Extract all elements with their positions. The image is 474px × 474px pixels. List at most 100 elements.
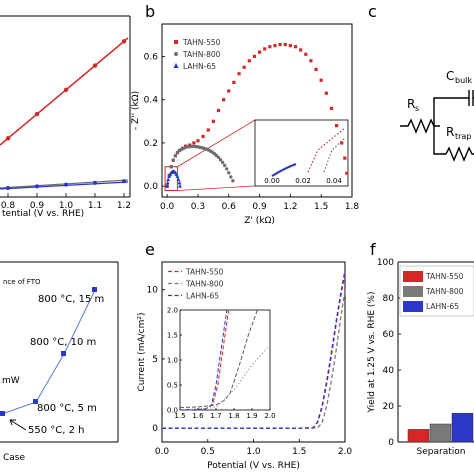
panel-b-legend-marker — [173, 63, 179, 68]
panel-b-xtick-label: 0.3 — [191, 202, 205, 212]
panel-b-inset-red — [307, 127, 346, 173]
panel-a-blue-marker — [93, 180, 97, 185]
panel-f-ytick-label: 40 — [383, 366, 395, 376]
panel-a-red-marker — [5, 136, 11, 141]
panel-b-point-tahn550 — [252, 54, 257, 59]
panel-e-inset-xtick-label: 1.8 — [228, 412, 239, 420]
panel-b-point-tahn550 — [237, 72, 241, 76]
panel-b-point-tahn800 — [175, 150, 180, 155]
panel-b-ytick-label: 0.4 — [144, 96, 159, 106]
panel-a-xtick-label: 0.8 — [1, 201, 16, 211]
panel-b-point-tahn550 — [329, 106, 334, 110]
panel-e-inset-curve — [179, 309, 228, 411]
panel-b-point-lahn65 — [166, 177, 171, 182]
panel-d-mw: mW — [2, 376, 20, 386]
panel-a-blue-marker — [35, 184, 39, 189]
panel-b-ytick-label: 0.0 — [144, 182, 159, 192]
panel-f-ytick-label: 80 — [383, 294, 395, 304]
panel-d-label-800-5: 800 °C, 5 m — [37, 403, 97, 414]
panel-f-ytick-label: 100 — [377, 258, 394, 268]
panel-a-gray-line — [0, 179, 129, 189]
panel-b-zoom-line — [177, 185, 256, 191]
panel-b-point-tahn800 — [229, 175, 233, 179]
panel-b-legend-label: TAHN-800 — [182, 50, 221, 59]
circuit-rs-resistor — [400, 118, 440, 134]
panel-b-point-tahn550 — [273, 44, 277, 48]
panel-b-point-tahn550 — [345, 171, 349, 175]
panel-f-bar-lahn-65 — [451, 412, 474, 443]
panel-b-point-tahn550 — [206, 128, 210, 132]
panel-e-xlabel: Potential (V vs. RHE) — [207, 461, 300, 471]
circuit-c-label: C — [446, 69, 454, 83]
panel-d: nce of FTO mW 800 °C, 15 m 800 °C, 10 m … — [0, 261, 119, 463]
panel-f-ytick-label: 60 — [383, 330, 395, 340]
panel-e: e 0.0 0.5 1.0 1.5 2.0 0 5 10 Potential (V vs. RH… — [137, 240, 352, 471]
circuit-rt-sub: trap — [455, 132, 471, 141]
panel-a-blue-line — [0, 181, 129, 190]
panel-e-inset-ytick-label: 0.0 — [167, 407, 178, 415]
panel-d-label-550-2: 550 °C, 2 h — [28, 425, 84, 436]
panel-b: b 0.0 0.3 0.6 0.9 1.2 1.5 1.8 0.0 0.2 0.4 0.6 Z' (k… — [131, 2, 359, 226]
panel-c-letter: c — [368, 2, 377, 21]
panel-b-point-lahn65 — [165, 183, 170, 188]
panel-f-bar-tahn-800 — [429, 423, 452, 443]
panel-e-inset-frame — [179, 309, 271, 411]
panel-b-xtick-label: 0.9 — [252, 202, 267, 212]
panel-a: 0.8 0.9 1.0 1.1 1.2 tential (V vs. RHE) — [0, 15, 131, 219]
panel-b-point-tahn550 — [227, 89, 231, 93]
panel-e-inset-xtick-label: 2.0 — [264, 412, 275, 420]
panel-b-point-tahn550 — [242, 65, 246, 69]
panel-b-point-tahn550 — [304, 52, 308, 56]
panel-f-ytick-label: 0 — [388, 438, 394, 448]
panel-d-label-800-15: 800 °C, 15 m — [38, 294, 104, 305]
panel-b-point-tahn550 — [343, 156, 347, 160]
panel-b-inset-frame — [254, 119, 349, 187]
panel-b-point-tahn800 — [220, 160, 225, 165]
circuit-rt-label: R — [446, 125, 454, 139]
panel-b-point-lahn65 — [175, 174, 180, 178]
panel-a-blue-marker — [64, 182, 68, 187]
panel-b-point-lahn65 — [167, 174, 172, 178]
panel-f-legend-swatch — [403, 286, 423, 297]
panel-b-point-tahn550 — [211, 119, 215, 123]
panel-e-series-lahn-65 — [162, 270, 346, 429]
panel-e-ylabel: Current (mA/cm²) — [137, 313, 147, 392]
panel-c: c R s C bulk R trap — [368, 2, 474, 162]
panel-e-xtick-label: 1.5 — [292, 447, 306, 457]
panel-e-xtick-label: 0.0 — [155, 447, 170, 457]
panel-b-point-tahn800 — [231, 179, 235, 183]
panel-e-inset-xtick-label: 1.6 — [192, 412, 204, 420]
panel-f-bar-tahn-550 — [407, 429, 430, 443]
panel-e-inset-xtick-label: 1.5 — [174, 412, 185, 420]
panel-b-xlabel: Z' (kΩ) — [244, 216, 275, 226]
panel-f-category-label: Separation — [417, 447, 466, 457]
panel-b-point-tahn550 — [268, 45, 272, 49]
panel-d-line — [1, 289, 96, 415]
panel-b-point-tahn800 — [222, 163, 227, 168]
panel-b-ytick-label: 0.2 — [144, 139, 158, 149]
circuit-rtrap-resistor — [445, 146, 474, 162]
panel-b-point-tahn550 — [288, 44, 292, 48]
panel-b-ylabel: - Z'' (kΩ) — [131, 91, 141, 130]
panel-b-xtick-label: 1.2 — [283, 202, 297, 212]
panel-b-point-tahn800 — [216, 155, 221, 160]
panel-a-red-line — [0, 37, 129, 146]
panel-a-xtick-label: 1.1 — [88, 201, 102, 211]
panel-a-blue-marker — [6, 186, 10, 191]
panel-e-inset-xtick-label: 1.9 — [246, 412, 257, 420]
panel-e-inset-ytick-label: 1.5 — [167, 332, 178, 340]
panel-b-point-tahn800 — [225, 167, 229, 171]
panel-b-inset-tick-label: 0.02 — [295, 177, 311, 185]
panel-e-ytick-label: 0 — [152, 424, 158, 434]
panel-e-xtick-label: 0.5 — [201, 447, 215, 457]
panel-f-legend-label: TAHN-550 — [425, 272, 464, 281]
panel-b-point-tahn550 — [314, 67, 318, 72]
panel-f-ylabel: Yield at 1.25 V vs. RHE (%) — [367, 292, 377, 414]
panel-b-point-tahn550 — [247, 59, 251, 63]
panel-e-ytick-label: 5 — [152, 355, 158, 365]
panel-e-legend-label: LAHN-65 — [186, 292, 219, 301]
panel-e-xtick-label: 1.0 — [246, 447, 261, 457]
panel-b-inset-tick-label: 0.00 — [264, 177, 280, 185]
panel-b-xtick-label: 0.0 — [160, 202, 175, 212]
panel-e-inset-ytick-label: 1.0 — [167, 357, 178, 365]
